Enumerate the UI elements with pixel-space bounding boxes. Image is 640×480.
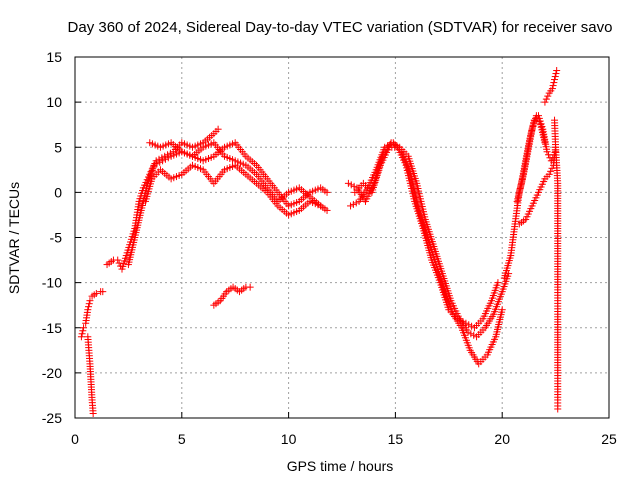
data-point xyxy=(156,158,164,166)
data-point xyxy=(164,154,172,162)
y-tick-label: -15 xyxy=(42,320,62,336)
y-tick-label: 0 xyxy=(54,184,62,200)
data-point xyxy=(467,330,475,338)
y-axis-label: SDTVAR / TECUs xyxy=(6,182,22,294)
data-point xyxy=(214,125,222,133)
data-point xyxy=(77,333,85,341)
data-point xyxy=(386,140,394,148)
data-point xyxy=(99,288,107,296)
data-point xyxy=(347,202,355,210)
data-point xyxy=(161,155,169,163)
data-point xyxy=(78,330,86,338)
data-point xyxy=(323,188,331,196)
data-point xyxy=(150,161,158,169)
x-tick-label: 20 xyxy=(494,431,510,447)
data-point xyxy=(85,303,93,311)
chart-title: Day 360 of 2024, Sidereal Day-to-day VTE… xyxy=(68,19,613,36)
data-point xyxy=(347,181,355,189)
data-point xyxy=(159,157,167,165)
data-point xyxy=(459,318,467,326)
data-points xyxy=(77,67,562,417)
data-point xyxy=(323,206,331,214)
data-point xyxy=(550,79,558,87)
data-point xyxy=(542,95,550,103)
data-point xyxy=(554,405,562,413)
data-point xyxy=(344,179,352,187)
data-point xyxy=(84,306,92,314)
y-tick-label: 5 xyxy=(54,139,62,155)
data-point xyxy=(549,82,557,90)
data-point xyxy=(453,315,461,323)
x-tick-label: 5 xyxy=(178,431,186,447)
data-point xyxy=(543,148,551,156)
data-point xyxy=(456,316,464,324)
data-point xyxy=(551,76,559,84)
data-point xyxy=(545,170,553,178)
data-point xyxy=(551,73,559,81)
data-point xyxy=(164,151,172,159)
y-tick-label: -20 xyxy=(42,365,62,381)
data-point xyxy=(115,259,123,267)
data-point xyxy=(544,92,552,100)
x-tick-label: 0 xyxy=(71,431,79,447)
data-point xyxy=(465,321,473,329)
x-tick-label: 25 xyxy=(601,431,617,447)
data-point xyxy=(153,160,161,168)
data-point xyxy=(79,327,87,335)
data-point xyxy=(317,202,325,210)
x-tick-label: 10 xyxy=(281,431,297,447)
data-point xyxy=(114,256,122,264)
data-point xyxy=(246,283,254,291)
axis-ticks: 0 5 10 15 20 25 -25 -20 -15 -10 -5 0 5 10 15 xyxy=(42,49,617,447)
data-point xyxy=(553,67,561,75)
data-point xyxy=(89,409,97,417)
data-point xyxy=(548,85,556,93)
data-point xyxy=(547,167,555,175)
data-point xyxy=(349,200,357,208)
data-point xyxy=(161,152,169,160)
data-point xyxy=(85,300,93,308)
data-point xyxy=(468,322,476,330)
y-tick-label: -10 xyxy=(42,275,62,291)
data-point xyxy=(498,306,506,314)
data-point xyxy=(494,279,502,287)
y-tick-label: -5 xyxy=(50,230,63,246)
x-axis-label: GPS time / hours xyxy=(287,458,394,474)
x-tick-label: 15 xyxy=(388,431,404,447)
data-point xyxy=(464,328,472,336)
data-point xyxy=(155,155,163,163)
data-point xyxy=(152,157,160,165)
data-point xyxy=(541,98,549,106)
data-point xyxy=(158,154,166,162)
data-point xyxy=(92,289,100,297)
data-point xyxy=(352,199,360,207)
data-point xyxy=(80,324,88,332)
data-point xyxy=(470,331,478,339)
data-point xyxy=(462,319,470,327)
data-point xyxy=(552,70,560,78)
data-point xyxy=(86,297,94,305)
data-point xyxy=(350,182,358,190)
grid-lines xyxy=(75,57,609,418)
y-tick-label: 15 xyxy=(46,49,62,65)
y-tick-label: 10 xyxy=(46,94,62,110)
y-tick-label: -25 xyxy=(42,410,62,426)
